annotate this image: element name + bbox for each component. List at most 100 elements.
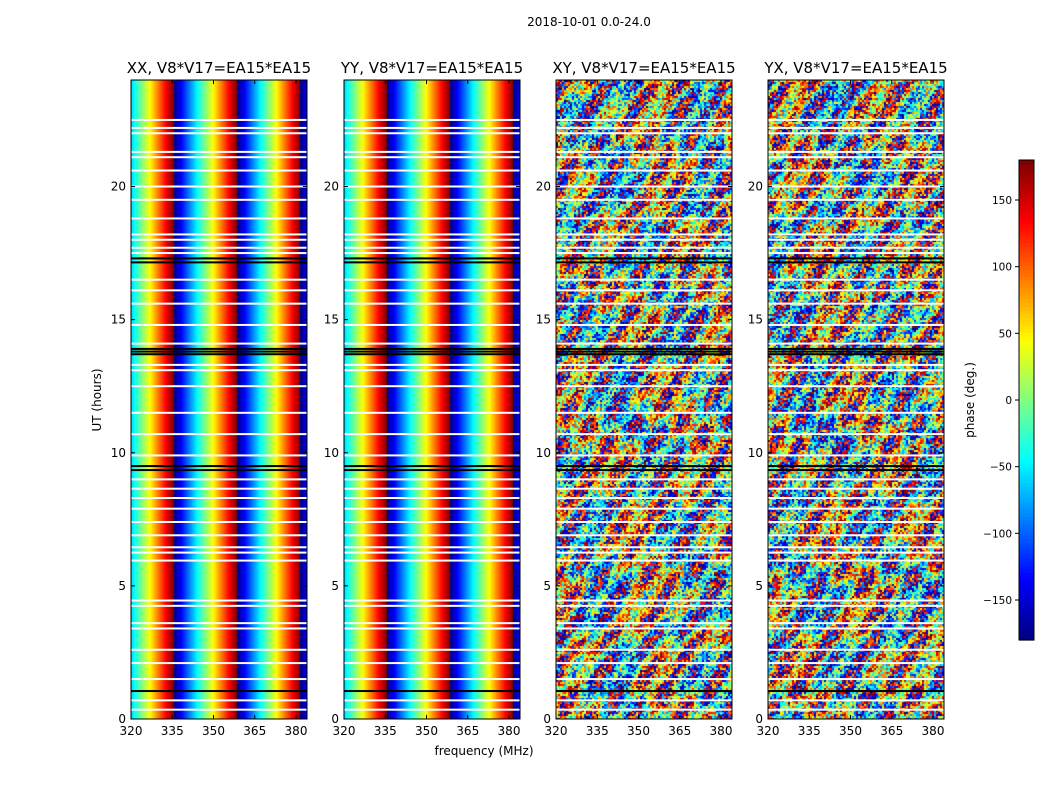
colorbar-segment <box>1019 227 1034 232</box>
flagged-row-white <box>131 507 307 510</box>
colorbar-segment <box>1019 433 1034 439</box>
flagged-row-white <box>768 252 944 255</box>
colorbar-segment <box>1019 242 1034 247</box>
x-tick-label: 335 <box>798 724 821 738</box>
flagged-row-white <box>131 433 307 436</box>
colorbar-segment <box>1019 167 1034 172</box>
x-tick-label: 350 <box>839 724 862 738</box>
panel-title: YY, V8*V17=EA15*EA15 <box>340 59 523 77</box>
colorbar-segment <box>1019 366 1034 371</box>
flagged-row-white <box>556 546 732 549</box>
colorbar-segment <box>1019 223 1034 229</box>
colorbar-segment <box>1019 523 1034 529</box>
flagged-row-white <box>768 369 944 372</box>
flagged-row-white <box>768 411 944 414</box>
flagged-row-white <box>344 323 520 326</box>
colorbar-segment <box>1019 171 1034 176</box>
flagged-row-white <box>344 302 520 305</box>
y-tick-label: 10 <box>536 446 551 460</box>
flagged-row-white <box>131 497 307 500</box>
colorbar-segment <box>1019 265 1034 270</box>
flagged-row-white <box>344 454 520 457</box>
flagged-row-black <box>768 261 944 264</box>
flagged-row-white <box>344 604 520 607</box>
flagged-row-white <box>344 217 520 220</box>
flagged-row-white <box>556 454 732 457</box>
colorbar-segment <box>1019 336 1034 341</box>
colorbar-segment <box>1019 317 1034 322</box>
colorbar-segment <box>1019 636 1034 641</box>
colorbar-segment <box>1019 441 1034 446</box>
colorbar-segment <box>1019 268 1034 274</box>
colorbar-segment <box>1019 471 1034 476</box>
colorbar-segment <box>1019 452 1034 457</box>
colorbar-segment <box>1019 208 1034 214</box>
flagged-row-white <box>131 278 307 281</box>
flagged-row-white <box>768 551 944 554</box>
colorbar-segment <box>1019 186 1034 191</box>
colorbar-segment <box>1019 546 1034 551</box>
colorbar-segment <box>1019 632 1034 637</box>
colorbar-segment <box>1019 216 1034 221</box>
colorbar-segment <box>1019 340 1034 345</box>
flagged-row-white <box>131 599 307 602</box>
flagged-row-white <box>768 233 944 236</box>
colorbar-segment <box>1019 246 1034 251</box>
flagged-row-white <box>556 599 732 602</box>
panel-2: XY, V8*V17=EA15*EA15 320 335 350 365 380 0 5 10 1… <box>536 59 736 738</box>
y-tick-label: 10 <box>748 446 763 460</box>
flagged-row-black <box>131 465 307 468</box>
flagged-row-white <box>131 252 307 255</box>
flagged-row-black <box>131 347 307 350</box>
flagged-row-white <box>131 118 307 121</box>
flagged-row-white <box>131 627 307 630</box>
colorbar-segment <box>1019 287 1034 292</box>
flagged-row-white <box>344 662 520 665</box>
colorbar-segment <box>1019 193 1034 199</box>
y-tick-label: 5 <box>331 579 339 593</box>
colorbar-segment <box>1019 358 1034 364</box>
flagged-row-white <box>768 546 944 549</box>
colorbar-segment <box>1019 197 1034 202</box>
flagged-row-white <box>768 520 944 523</box>
panel-frame <box>130 79 308 720</box>
flagged-row-white <box>344 699 520 702</box>
colorbar-segment <box>1019 467 1034 472</box>
flagged-row-black <box>344 261 520 264</box>
colorbar-segment <box>1019 253 1034 259</box>
flagged-row-white <box>131 648 307 651</box>
colorbar-segment <box>1019 535 1034 540</box>
flagged-row-white <box>556 604 732 607</box>
colorbar-segment <box>1019 355 1034 360</box>
colorbar-segment <box>1019 460 1034 465</box>
flagged-row-white <box>344 185 520 188</box>
flagged-row-white <box>344 198 520 201</box>
y-tick-label: 15 <box>748 313 763 327</box>
colorbar-tick-label: 0 <box>1005 395 1012 407</box>
colorbar-segment <box>1019 557 1034 562</box>
colorbar-segment <box>1019 370 1034 375</box>
flagged-row-white <box>556 185 732 188</box>
x-tick-label: 320 <box>333 724 356 738</box>
flagged-row-white <box>768 622 944 625</box>
y-tick-label: 5 <box>543 579 551 593</box>
colorbar-segment <box>1019 261 1034 266</box>
x-axis-label: frequency (MHz) <box>434 744 533 758</box>
x-tick-label: 350 <box>415 724 438 738</box>
colorbar-segment <box>1019 190 1034 195</box>
flagged-row-black <box>131 257 307 260</box>
flagged-row-white <box>344 411 520 414</box>
flagged-row-black <box>344 353 520 356</box>
y-tick-label: 5 <box>118 579 126 593</box>
flagged-row-white <box>131 708 307 711</box>
colorbar-segment <box>1019 565 1034 570</box>
flagged-row-white <box>131 487 307 490</box>
flagged-row-white <box>768 678 944 681</box>
panel-3: YX, V8*V17=EA15*EA15 320 335 350 365 380 0 5 10 1… <box>748 59 948 738</box>
flagged-row-white <box>131 478 307 481</box>
colorbar-segment <box>1019 422 1034 427</box>
colorbar-segment <box>1019 396 1034 401</box>
flagged-row-white <box>344 551 520 554</box>
colorbar-segment <box>1019 175 1034 180</box>
flagged-row-white <box>556 699 732 702</box>
